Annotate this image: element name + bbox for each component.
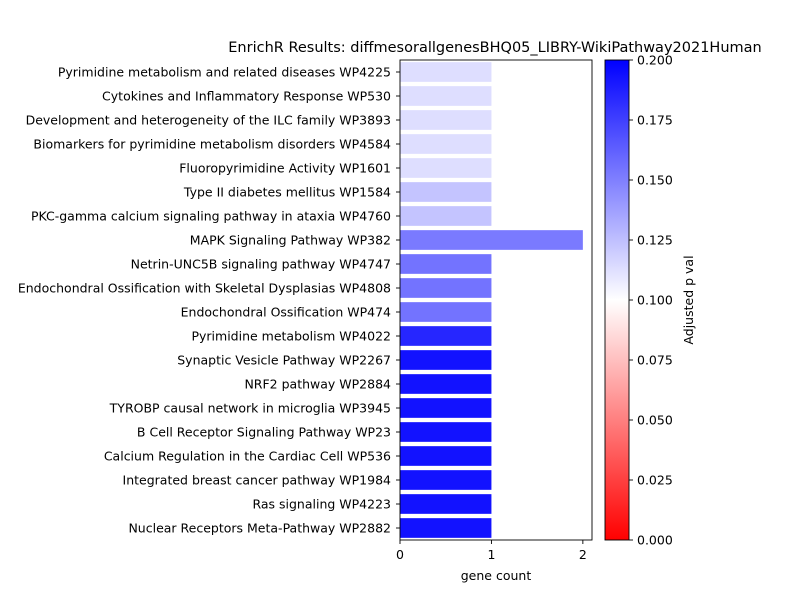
bar (400, 494, 492, 514)
colorbar-tick-label: 0.050 (637, 413, 673, 428)
category-label: NRF2 pathway WP2884 (244, 377, 391, 392)
category-label: Synaptic Vesicle Pathway WP2267 (177, 353, 391, 368)
bar (400, 518, 492, 538)
bar (400, 158, 492, 178)
category-label: B Cell Receptor Signaling Pathway WP23 (137, 425, 391, 440)
bars-layer (400, 62, 583, 538)
colorbar-tick-label: 0.075 (637, 353, 673, 368)
x-tick-label: 2 (579, 547, 587, 562)
category-label: Fluoropyrimidine Activity WP1601 (179, 161, 391, 176)
category-label: Pyrimidine metabolism and related diseas… (58, 65, 391, 80)
colorbar-tick-label: 0.025 (637, 473, 673, 488)
x-tick-label: 0 (396, 547, 404, 562)
category-label: Cytokines and Inflammatory Response WP53… (102, 89, 391, 104)
colorbar-tick-label: 0.175 (637, 113, 673, 128)
bar (400, 470, 492, 490)
category-label: Endochondral Ossification with Skeletal … (18, 281, 391, 296)
category-label: Nuclear Receptors Meta-Pathway WP2882 (128, 521, 391, 536)
category-label: Endochondral Ossification WP474 (181, 305, 391, 320)
category-label: Netrin-UNC5B signaling pathway WP4747 (131, 257, 391, 272)
bar (400, 134, 492, 154)
x-axis-label: gene count (461, 568, 532, 583)
category-label: PKC-gamma calcium signaling pathway in a… (31, 209, 391, 224)
x-tick-label: 1 (487, 547, 495, 562)
colorbar-tick-label: 0.125 (637, 233, 673, 248)
bar (400, 182, 492, 202)
category-label: Type II diabetes mellitus WP1584 (183, 185, 391, 200)
x-axis: 0 1 2 (396, 540, 587, 562)
category-label: MAPK Signaling Pathway WP382 (190, 233, 391, 248)
bar (400, 86, 492, 106)
bar (400, 422, 492, 442)
category-label: Integrated breast cancer pathway WP1984 (123, 473, 392, 488)
category-label: Ras signaling WP4223 (252, 497, 391, 512)
colorbar-tick-label: 0.150 (637, 173, 673, 188)
bar (400, 206, 492, 226)
bar (400, 278, 492, 298)
bar (400, 110, 492, 130)
bar (400, 302, 492, 322)
chart-title: EnrichR Results: diffmesorallgenesBHQ05_… (228, 40, 761, 56)
category-label: Development and heterogeneity of the ILC… (26, 113, 391, 128)
colorbar-tick-label: 0.200 (637, 53, 673, 68)
bar (400, 398, 492, 418)
bar (400, 326, 492, 346)
bar (400, 254, 492, 274)
colorbar (604, 59, 630, 541)
category-label: Biomarkers for pyrimidine metabolism dis… (33, 137, 391, 152)
colorbar-label: Adjusted p val (681, 255, 696, 344)
bar (400, 374, 492, 394)
plot-frame (399, 59, 593, 541)
category-label: Pyrimidine metabolism WP4022 (191, 329, 391, 344)
bar (400, 230, 583, 250)
bar (400, 62, 492, 82)
bar (400, 446, 492, 466)
colorbar-tick-label: 0.100 (637, 293, 673, 308)
category-labels: Pyrimidine metabolism and related diseas… (18, 65, 400, 536)
colorbar-ticks: 0.000 0.025 0.050 0.075 0.100 0.125 0.150 0.175… (629, 53, 673, 548)
bar (400, 350, 492, 370)
category-label: Calcium Regulation in the Cardiac Cell W… (104, 449, 391, 464)
colorbar-tick-label: 0.000 (637, 533, 673, 548)
category-label: TYROBP causal network in microglia WP394… (109, 401, 391, 416)
